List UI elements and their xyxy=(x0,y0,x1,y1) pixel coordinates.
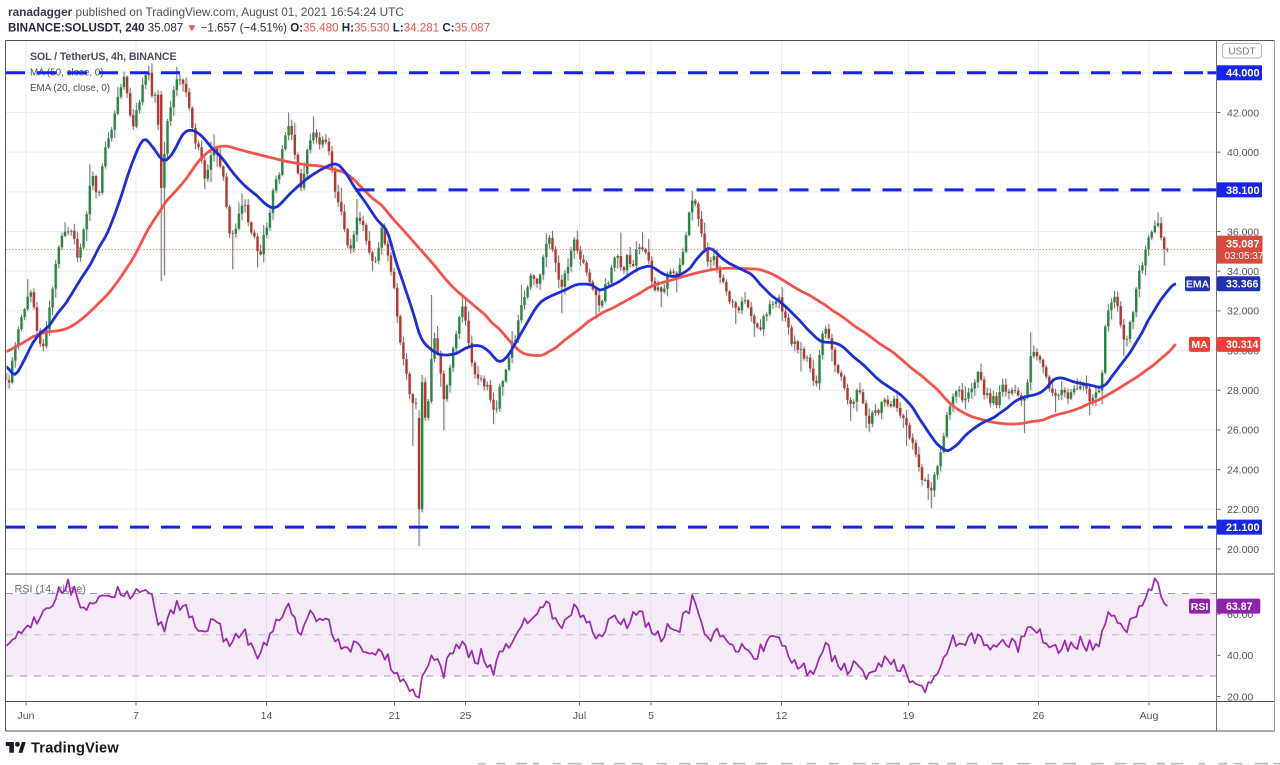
svg-text:35.087: 35.087 xyxy=(1226,238,1260,250)
svg-text:EMA: EMA xyxy=(1186,278,1210,290)
svg-text:20.000: 20.000 xyxy=(1227,544,1259,556)
svg-text:26.000: 26.000 xyxy=(1227,425,1259,437)
svg-text:40.000: 40.000 xyxy=(1227,147,1259,159)
svg-text:38.100: 38.100 xyxy=(1226,185,1260,197)
svg-text:Jul: Jul xyxy=(573,710,586,722)
svg-text:21.100: 21.100 xyxy=(1226,522,1260,534)
svg-text:34.000: 34.000 xyxy=(1227,266,1259,278)
svg-text:33.366: 33.366 xyxy=(1226,279,1259,291)
svg-text:36.000: 36.000 xyxy=(1227,226,1259,238)
svg-text:Aug: Aug xyxy=(1140,710,1159,722)
svg-text:MA (50, close, 0): MA (50, close, 0) xyxy=(30,68,104,79)
svg-text:5: 5 xyxy=(648,710,654,722)
svg-text:26: 26 xyxy=(1033,710,1045,722)
svg-text:63.87: 63.87 xyxy=(1226,601,1253,613)
svg-text:BINANCE:SOLUSDT, 240 35.087 ▼: BINANCE:SOLUSDT, 240 35.087 ▼ −1.657 (−4… xyxy=(8,22,490,35)
svg-text:12: 12 xyxy=(776,710,788,722)
svg-text:22.000: 22.000 xyxy=(1227,504,1259,516)
svg-text:14: 14 xyxy=(261,710,273,722)
svg-text:24.000: 24.000 xyxy=(1227,464,1259,476)
svg-text:20.00: 20.00 xyxy=(1227,691,1253,703)
svg-text:7: 7 xyxy=(133,710,139,722)
svg-text:RSI: RSI xyxy=(1191,601,1209,613)
svg-text:MA: MA xyxy=(1191,339,1208,351)
svg-text:USDT: USDT xyxy=(1228,47,1255,58)
svg-text:44.000: 44.000 xyxy=(1226,68,1260,80)
svg-text:32.000: 32.000 xyxy=(1227,306,1259,318)
svg-text:EMA (20, close, 0): EMA (20, close, 0) xyxy=(30,83,110,94)
svg-text:28.000: 28.000 xyxy=(1227,385,1259,397)
svg-text:RSI (14, close): RSI (14, close) xyxy=(15,584,86,596)
svg-text:ranadagger published on Tradin: ranadagger published on TradingView.com,… xyxy=(8,5,404,19)
svg-text:03:05:37: 03:05:37 xyxy=(1225,251,1264,262)
svg-text:19: 19 xyxy=(903,710,915,722)
svg-text:TradingView: TradingView xyxy=(31,740,119,756)
svg-text:30.314: 30.314 xyxy=(1226,339,1259,351)
svg-text:SOL / TetherUS, 4h, BINANCE: SOL / TetherUS, 4h, BINANCE xyxy=(30,51,176,63)
svg-text:Jun: Jun xyxy=(18,710,35,722)
svg-text:42.000: 42.000 xyxy=(1227,107,1259,119)
svg-text:40.00: 40.00 xyxy=(1227,650,1253,662)
svg-text:25: 25 xyxy=(460,710,472,722)
svg-text:21: 21 xyxy=(389,710,401,722)
